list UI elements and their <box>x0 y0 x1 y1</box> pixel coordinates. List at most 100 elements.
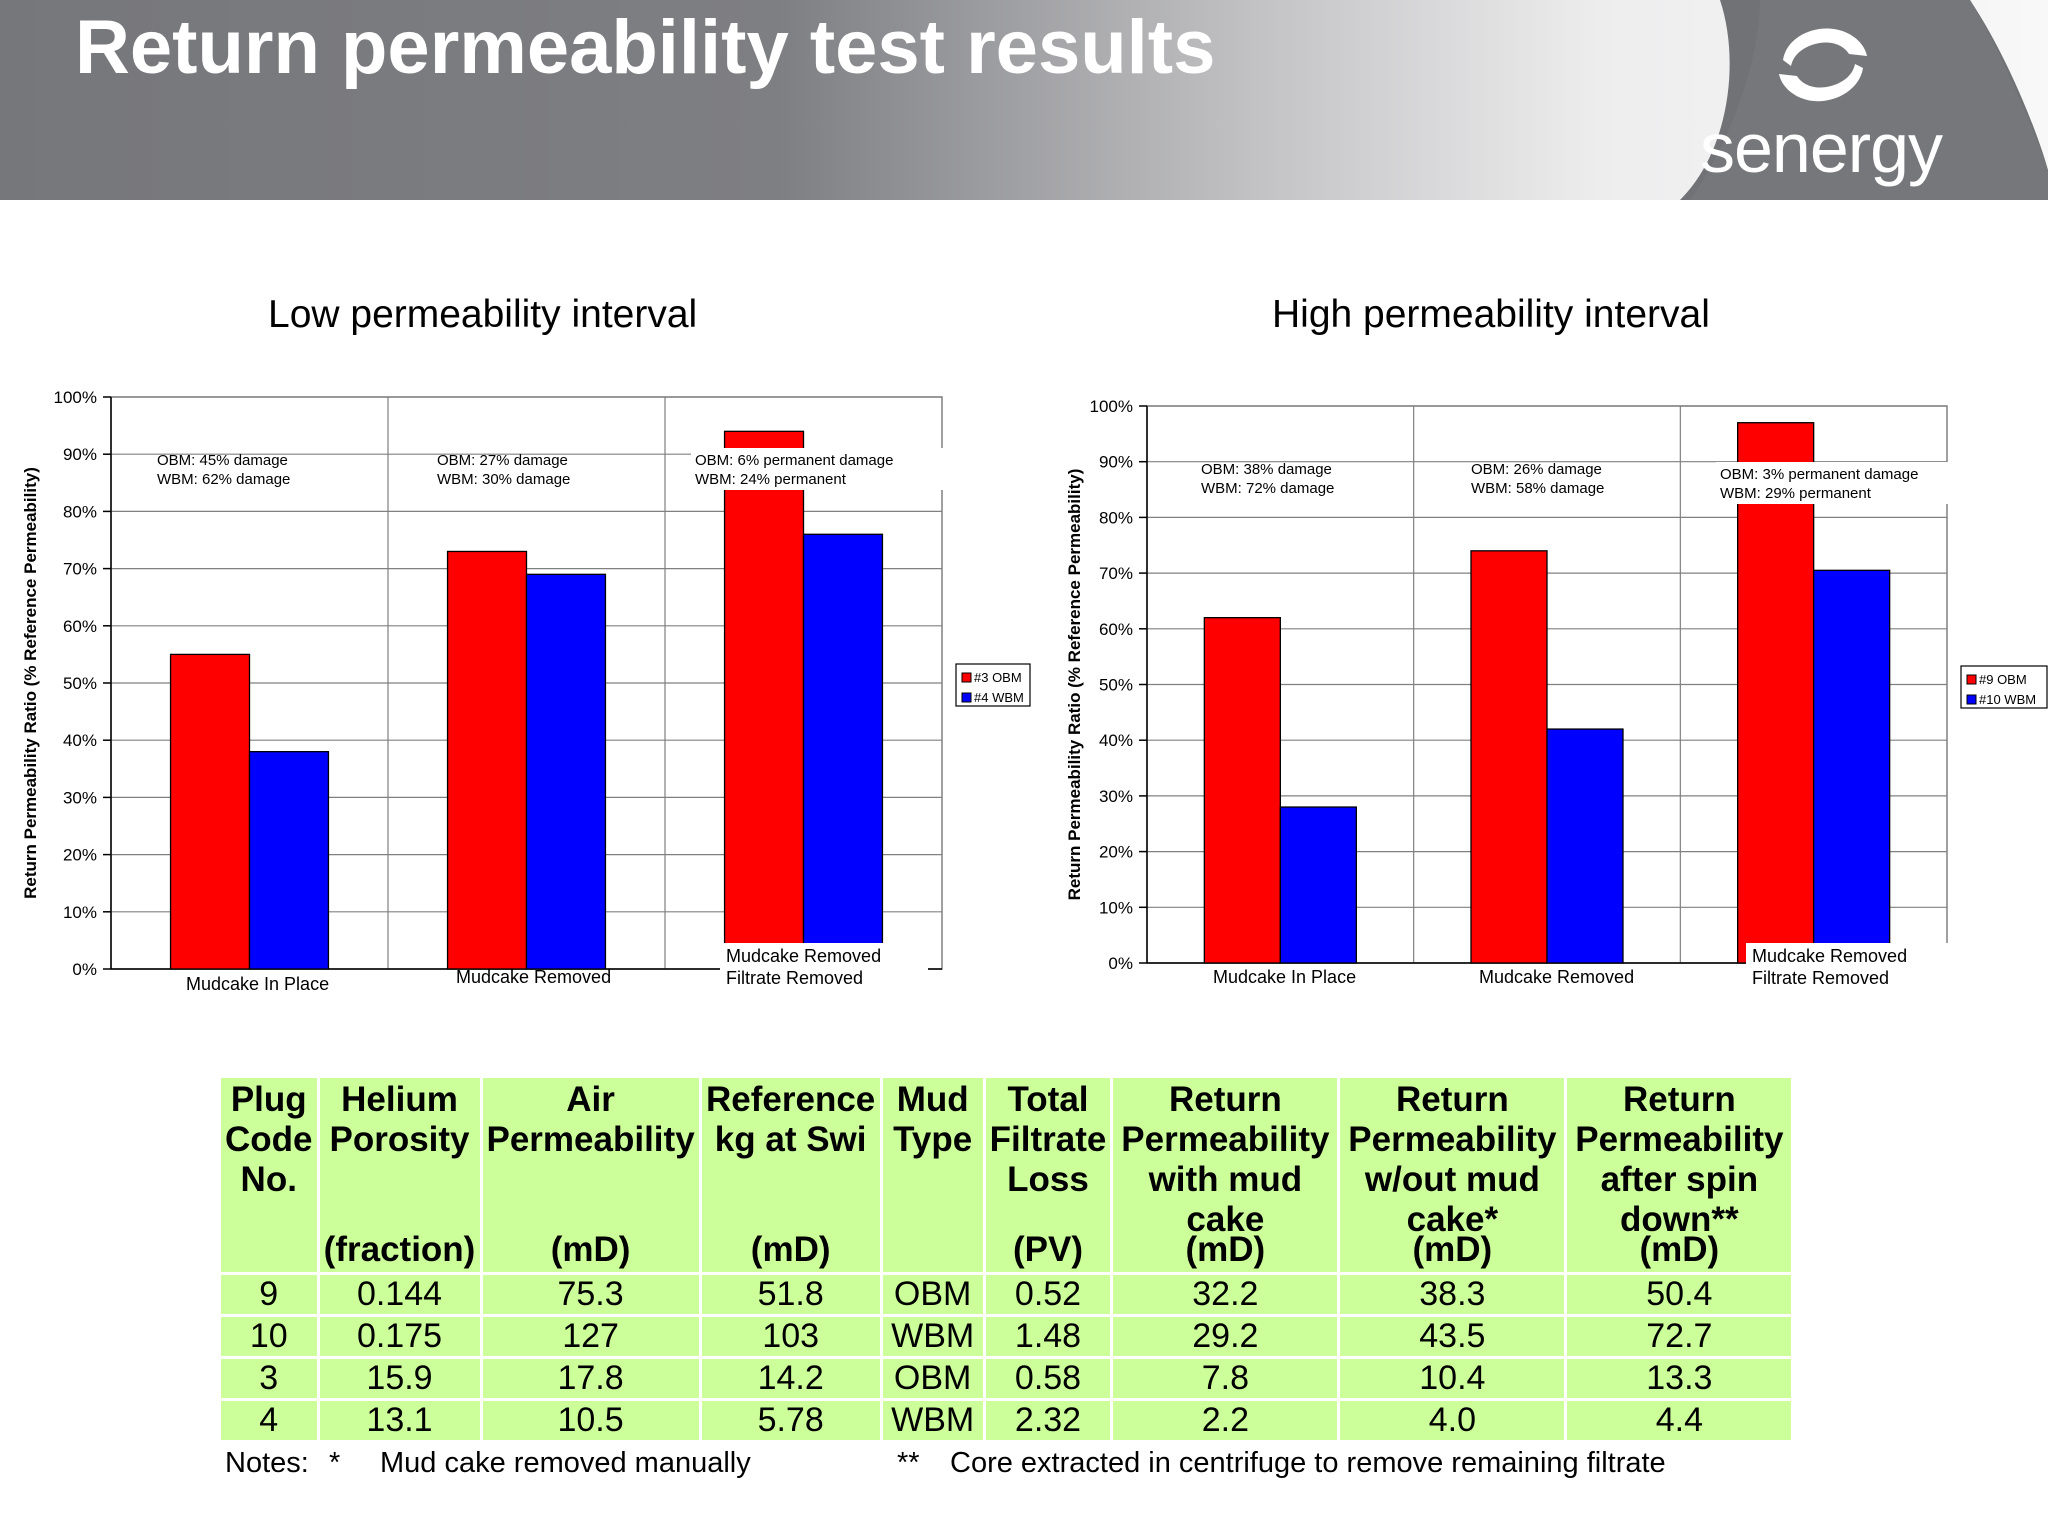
header-label-line: Mud <box>896 1080 969 1119</box>
annotation-text: OBM: 26% damage <box>1471 461 1602 478</box>
table-cell: 0.175 <box>319 1317 480 1356</box>
notes-label: Notes: <box>225 1447 309 1479</box>
header-label: Return Permeability with mud cake <box>1117 1080 1333 1240</box>
note1-text: Mud cake removed manually <box>380 1447 751 1479</box>
results-table: Plug Code No. Helium Porosity (fraction) Air Pe… <box>218 1075 1795 1443</box>
header-label: Total Filtrate Loss <box>990 1080 1107 1200</box>
annotation-text: OBM: 6% permanent damage <box>695 452 893 469</box>
header-label-line: Code <box>225 1120 313 1159</box>
category-label-background <box>1746 943 1954 989</box>
header-label-line: Type <box>893 1120 973 1159</box>
table-header-cell: Helium Porosity (fraction) <box>319 1078 480 1272</box>
table-header-cell: Total Filtrate Loss (PV) <box>985 1078 1111 1272</box>
annotation-text: OBM: 27% damage <box>437 452 568 469</box>
y-tick-label: 70% <box>63 560 97 579</box>
annotation-text: WBM: 58% damage <box>1471 480 1604 497</box>
header-label-line: w/out mud <box>1364 1160 1540 1199</box>
annotation-text: WBM: 29% permanent <box>1720 485 1872 502</box>
table-row: 4 13.1 10.5 5.78 WBM 2.32 2.2 4.0 4.4 <box>221 1401 1792 1440</box>
table-cell: 10.4 <box>1340 1359 1565 1398</box>
y-tick-label: 10% <box>1099 898 1133 917</box>
y-tick-label: 50% <box>1099 676 1133 695</box>
y-tick-label: 20% <box>1099 843 1133 862</box>
header-unit: (mD) <box>1639 1230 1720 1269</box>
annotation-text: WBM: 72% damage <box>1201 480 1334 497</box>
table-cell: 50.4 <box>1567 1275 1792 1314</box>
header-unit: (fraction) <box>323 1230 476 1269</box>
y-tick-label: 10% <box>63 903 97 922</box>
category-label: Filtrate Removed <box>1752 968 1889 988</box>
y-tick-label: 80% <box>1099 508 1133 527</box>
table-cell: 32.2 <box>1113 1275 1338 1314</box>
header-label-line: kg at Swi <box>714 1120 867 1159</box>
bar-3-obm <box>723 430 805 970</box>
y-tick-label: 80% <box>63 502 97 521</box>
table-cell: 72.7 <box>1567 1317 1792 1356</box>
header-label-line: Permeability <box>1575 1120 1784 1159</box>
annotation-text: WBM: 62% damage <box>157 471 290 488</box>
y-tick-label: 50% <box>63 674 97 693</box>
y-tick-label: 40% <box>1099 731 1133 750</box>
annotation-text: OBM: 45% damage <box>157 452 288 469</box>
header-label-line: Porosity <box>329 1120 470 1159</box>
senergy-logo-icon <box>1779 28 1867 102</box>
bar-4-wbm <box>802 533 884 970</box>
header-unit: (mD) <box>1412 1230 1493 1269</box>
y-tick-label: 70% <box>1099 564 1133 583</box>
table-cell: 4.4 <box>1567 1401 1792 1440</box>
header-label-line: Permeability <box>1348 1120 1557 1159</box>
table-header-cell: Mud Type <box>882 1078 983 1272</box>
category-label: Mudcake Removed <box>456 967 611 987</box>
header-label-line: Permeability <box>486 1120 695 1159</box>
y-tick-label: 100% <box>1090 397 1133 416</box>
bar-3-obm <box>446 550 528 970</box>
y-tick-label: 40% <box>63 731 97 750</box>
header-label: Return Permeability after spin down** <box>1571 1080 1787 1240</box>
table-cell: 75.3 <box>482 1275 699 1314</box>
legend-swatch <box>961 692 972 703</box>
category-label: Filtrate Removed <box>726 968 863 988</box>
header-label-line: Total <box>1007 1080 1089 1119</box>
table-header-cell: Return Permeability w/out mud cake* (mD) <box>1340 1078 1565 1272</box>
header-label-line: No. <box>240 1160 297 1199</box>
table-cell: 10.5 <box>482 1401 699 1440</box>
table-header-cell: Return Permeability after spin down** (mD) <box>1567 1078 1792 1272</box>
header-unit: (PV) <box>1013 1230 1083 1269</box>
annotation-text: WBM: 24% permanent <box>695 471 847 488</box>
chart-low-permeability: 0% 10% 20% 30% 40% 50% 60% 70% 80% 90% 100% Return … <box>21 388 1031 994</box>
table-cell: 43.5 <box>1340 1317 1565 1356</box>
slide-title: Return permeability test results <box>75 5 1216 90</box>
annotation-text: OBM: 38% damage <box>1201 461 1332 478</box>
y-axis-label: Return Permeability Ratio (% Reference P… <box>21 467 40 899</box>
header-label-line: cake* <box>1406 1200 1499 1239</box>
y-tick-label: 90% <box>1099 453 1133 472</box>
header-label: Helium Porosity <box>324 1080 476 1160</box>
header-background <box>0 0 2048 200</box>
senergy-logo-text: senergy <box>1700 109 1943 187</box>
table-header-cell: Air Permeability (mD) <box>482 1078 699 1272</box>
bar-10-wbm <box>1813 569 1891 964</box>
table-cell: 29.2 <box>1113 1317 1338 1356</box>
table-header-cell: Return Permeability with mud cake (mD) <box>1113 1078 1338 1272</box>
category-label: Mudcake Removed <box>726 946 881 966</box>
bar-4-wbm <box>525 573 607 970</box>
note2-text: Core extracted in centrifuge to remove r… <box>950 1447 1666 1479</box>
category-label: Mudcake In Place <box>1213 967 1356 987</box>
y-tick-label: 90% <box>63 445 97 464</box>
y-tick-label: 100% <box>54 388 97 407</box>
table-cell: 4 <box>221 1401 317 1440</box>
table-cell: 0.144 <box>319 1275 480 1314</box>
header-unit: (mD) <box>550 1230 631 1269</box>
category-label: Mudcake In Place <box>186 974 329 994</box>
note1-mark: * <box>329 1447 341 1479</box>
table-cell: WBM <box>882 1317 983 1356</box>
table-cell: 0.52 <box>985 1275 1111 1314</box>
results-table-container: Plug Code No. Helium Porosity (fraction) Air Pe… <box>218 1075 1795 1443</box>
header-label-line: with mud <box>1148 1160 1303 1199</box>
header-label-line: Plug <box>230 1080 307 1119</box>
y-tick-label: 30% <box>1099 787 1133 806</box>
legend-entry: #3 OBM <box>974 670 1022 685</box>
y-tick-label: 30% <box>63 788 97 807</box>
header-label: Return Permeability w/out mud cake* <box>1344 1080 1560 1240</box>
table-cell: 13.3 <box>1567 1359 1792 1398</box>
